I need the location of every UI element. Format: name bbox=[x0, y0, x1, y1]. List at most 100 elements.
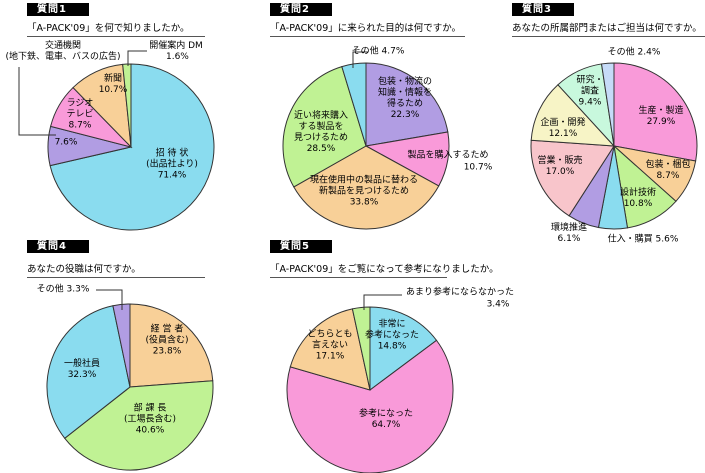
slice-label: 経 営 者 (役員含む) 23.8% bbox=[145, 325, 188, 358]
slice-label: 営業・販売 17.0% bbox=[537, 156, 582, 178]
pie-slice bbox=[530, 139, 615, 217]
leader-line bbox=[127, 50, 147, 66]
pie-slice bbox=[282, 65, 367, 188]
annotation-label: 交通機関 (地下鉄、電車、バスの広告) bbox=[5, 41, 121, 62]
leader-line bbox=[96, 289, 123, 310]
slice-label: 生産・製造 27.9% bbox=[638, 106, 683, 128]
value-label: 3.4% bbox=[486, 299, 510, 310]
slice-name: 招 待 状 (出品社より) bbox=[146, 148, 198, 170]
slice-name: 設計技術 bbox=[619, 188, 657, 198]
value-label: 10.7% bbox=[463, 162, 493, 173]
slice-label: 環境推進 6.1% bbox=[551, 223, 587, 245]
slice-name: 包装・梱包 bbox=[645, 160, 691, 170]
slice-name: ラジオ テレビ bbox=[66, 98, 94, 120]
slice-name: 生産・製造 bbox=[638, 106, 684, 116]
pie-slice bbox=[365, 62, 449, 147]
value-label: 27.9% bbox=[646, 117, 676, 127]
slice-label: 現在使用中の製品に替わる 新製品を見つけるため 33.8% bbox=[310, 176, 418, 209]
value-label: 71.4% bbox=[157, 170, 187, 181]
value-label: 9.4% bbox=[578, 97, 602, 108]
value-label: 4.7% bbox=[378, 46, 405, 57]
value-label: 6.1% bbox=[557, 234, 581, 244]
slice-label: 近い将来購入 する製品を 見つけるため 28.5% bbox=[294, 111, 348, 155]
slice-label: あまり参考にならなかった bbox=[405, 287, 515, 298]
pie-slice bbox=[129, 303, 214, 388]
question-header: 質問4 bbox=[27, 240, 89, 253]
pie-slice bbox=[49, 63, 215, 231]
slice-name: 仕入・購買 bbox=[607, 234, 653, 245]
slice-name: その他 bbox=[351, 46, 379, 57]
value-label: 3.3% bbox=[63, 284, 90, 295]
leader-line bbox=[352, 51, 368, 68]
slice-label: 包装・物流の 知識・情報を 得るため 22.3% bbox=[378, 77, 432, 121]
slice-label: 製品を購入するため bbox=[407, 150, 489, 161]
value-label: 28.5% bbox=[306, 144, 336, 154]
pie-slice bbox=[600, 62, 615, 147]
slice-label: 非常に 参考になった 14.8% bbox=[365, 320, 419, 353]
value-label: 14.8% bbox=[377, 341, 407, 352]
value-label: 32.3% bbox=[67, 370, 97, 380]
pie-slice bbox=[530, 84, 616, 147]
slice-label: 仕入・購買 5.6% bbox=[608, 235, 679, 246]
slice-name: その他 bbox=[607, 47, 635, 58]
value-label: 2.4% bbox=[634, 47, 661, 58]
value-label: 17.0% bbox=[545, 167, 575, 177]
slice-name: 一般社員 bbox=[63, 359, 101, 369]
pie-slice bbox=[286, 339, 454, 473]
pie-slice bbox=[613, 62, 698, 162]
value-label: 1.6% bbox=[163, 52, 189, 62]
value-label: 22.3% bbox=[390, 110, 420, 120]
slice-label: 部 課 長 (工場長含む) 40.6% bbox=[124, 404, 176, 437]
slice-label: 新聞 10.7% bbox=[99, 74, 128, 96]
slice-name: どちらとも 言えない bbox=[307, 329, 353, 351]
value-label: 7.6% bbox=[54, 137, 78, 148]
pie-slice bbox=[46, 305, 131, 439]
question-text: 「A-PACK'09」を何で知りましたか。 bbox=[27, 20, 205, 37]
question-text: あなたの役職は何ですか。 bbox=[27, 261, 205, 278]
slice-name: 現在使用中の製品に替わる 新製品を見つけるため bbox=[309, 175, 419, 197]
slice-label: どちらとも 言えない 17.1% bbox=[307, 330, 352, 363]
pie-slice bbox=[122, 63, 132, 148]
slice-name: 開催案内 DM bbox=[149, 41, 203, 51]
slice-label: その他 4.7% bbox=[352, 47, 405, 58]
question-text: あなたの所属部門またはご担当は何ですか。 bbox=[512, 20, 705, 37]
leader-line bbox=[363, 294, 402, 310]
pie-slice bbox=[341, 62, 367, 147]
question-header: 質問5 bbox=[270, 240, 332, 253]
slice-name: 企画・開発 bbox=[540, 118, 586, 128]
pie-slice bbox=[351, 306, 371, 391]
value-label: 33.8% bbox=[349, 197, 379, 208]
slice-name: 環境推進 bbox=[550, 223, 588, 233]
question-text: 「A-PACK'09」をご覧になって参考になりましたか。 bbox=[270, 261, 499, 278]
pie-slice bbox=[369, 306, 438, 391]
pie-slice bbox=[112, 303, 131, 388]
question-header: 質問1 bbox=[27, 3, 89, 16]
slice-label: 招 待 状 (出品社より) 71.4% bbox=[146, 149, 198, 182]
slice-label: 設計技術 10.8% bbox=[620, 188, 656, 210]
slice-label: 一般社員 32.3% bbox=[64, 359, 100, 381]
slice-name: 部 課 長 (工場長含む) bbox=[123, 403, 177, 425]
value-label: 10.7% bbox=[98, 85, 128, 95]
slice-name: 非常に 参考になった bbox=[364, 319, 420, 341]
slice-label: 参考になった 64.7% bbox=[359, 409, 413, 431]
value-label: 8.7% bbox=[656, 171, 680, 181]
value-label: 5.6% bbox=[652, 234, 679, 245]
slice-label: 企画・開発 12.1% bbox=[540, 118, 585, 140]
question-header: 質問2 bbox=[270, 3, 332, 16]
value-label: 64.7% bbox=[371, 420, 401, 430]
leader-line bbox=[18, 67, 56, 136]
slice-name: その他 bbox=[36, 284, 64, 295]
slice-label: ラジオ テレビ 8.7% bbox=[66, 99, 93, 132]
slice-label: 包装・梱包 8.7% bbox=[645, 160, 690, 182]
pie-slice bbox=[289, 308, 371, 391]
slice-name: 包装・物流の 知識・情報を 得るため bbox=[377, 77, 433, 109]
value-label: 8.7% bbox=[68, 120, 92, 131]
slice-name: 研究・ 調査 bbox=[576, 75, 604, 97]
question-header: 質問3 bbox=[512, 3, 574, 16]
slice-name: 新聞 bbox=[103, 74, 122, 84]
slice-label: その他 3.3% bbox=[37, 285, 90, 296]
question-text: 「A-PACK'09」に来られた目的は何ですか。 bbox=[270, 20, 465, 37]
slice-label: 開催案内 DM 1.6% bbox=[149, 41, 203, 63]
